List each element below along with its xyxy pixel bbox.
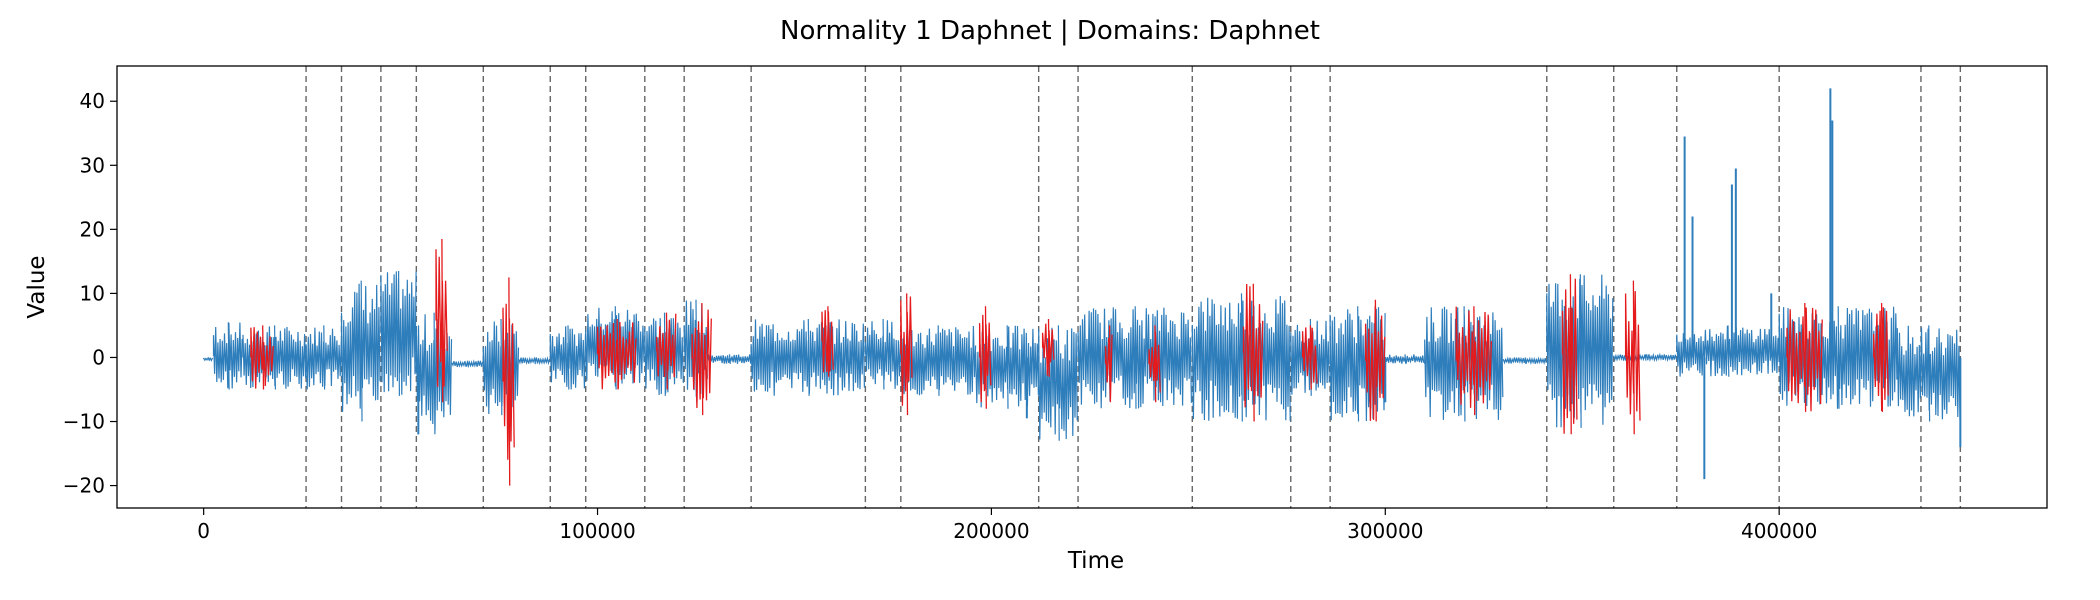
x-tick-label: 200000 <box>953 519 1029 543</box>
anomaly-segment <box>1104 325 1113 403</box>
anomaly-segment <box>1301 325 1318 390</box>
x-tick-label: 100000 <box>559 519 635 543</box>
signal-segment <box>1613 352 1677 363</box>
y-tick-label: 0 <box>92 345 105 369</box>
signal-segment <box>750 318 865 396</box>
anomaly-segment <box>435 238 448 403</box>
y-axis-ticks: −20 −10 0 10 20 30 40 <box>63 89 117 498</box>
anomaly-segment <box>1786 302 1823 412</box>
anomaly-segment <box>1148 325 1161 403</box>
signal-segment <box>203 356 214 362</box>
signal-segment <box>451 359 484 369</box>
y-tick-label: 20 <box>80 217 105 241</box>
anomaly-segment <box>502 277 515 486</box>
signal-segment <box>900 325 977 396</box>
signal-segment <box>1896 325 1961 422</box>
anomaly-segment <box>1242 283 1264 422</box>
signal-segment <box>340 280 381 422</box>
anomaly-series <box>250 238 1889 486</box>
signal-segment <box>1077 306 1192 409</box>
signal-segment <box>549 325 587 390</box>
x-axis-ticks: 0 100000 200000 300000 400000 <box>197 508 1817 543</box>
x-tick-label: 400000 <box>1741 519 1817 543</box>
anomaly-segment <box>1624 280 1641 435</box>
anomaly-segment <box>1561 274 1578 435</box>
y-tick-label: −10 <box>63 410 105 434</box>
signal-segment <box>707 354 752 364</box>
anomaly-segment <box>821 306 834 377</box>
signal-segment <box>518 356 551 366</box>
domain-boundaries <box>305 66 1962 508</box>
anomaly-segment <box>978 306 992 409</box>
anomaly-segment <box>250 325 274 390</box>
signal-segment <box>1191 293 1291 422</box>
plot-frame <box>116 65 2048 509</box>
y-axis-label: Value <box>24 255 50 318</box>
y-tick-label: 30 <box>80 153 105 177</box>
signal-series <box>203 88 1962 480</box>
signal-segment <box>305 325 342 390</box>
anomaly-segment <box>1041 318 1055 377</box>
anomaly-segment <box>1455 306 1493 416</box>
signal-segment <box>864 318 902 390</box>
x-axis-label: Time <box>1067 548 1124 574</box>
x-tick-label: 300000 <box>1347 519 1423 543</box>
signal-segment <box>1502 356 1547 366</box>
y-tick-label: 40 <box>80 89 105 113</box>
signal-segment <box>415 312 453 435</box>
y-tick-label: 10 <box>80 281 105 305</box>
signal-segment <box>1546 274 1614 428</box>
signal-segment <box>1038 325 1078 441</box>
chart-title: Normality 1 Daphnet | Domains: Daphnet <box>780 16 1320 46</box>
anomaly-segment <box>691 302 712 416</box>
y-tick-label: −20 <box>63 474 105 498</box>
x-tick-label: 0 <box>197 519 210 543</box>
anomaly-segment <box>900 293 913 416</box>
anomaly-segment <box>1364 299 1386 422</box>
signal-segment <box>380 270 417 396</box>
anomaly-segment <box>1873 302 1889 412</box>
signal-segment <box>1384 354 1425 364</box>
anomaly-segment <box>596 318 637 390</box>
signal-segment <box>212 322 243 390</box>
anomaly-segment <box>655 312 677 390</box>
